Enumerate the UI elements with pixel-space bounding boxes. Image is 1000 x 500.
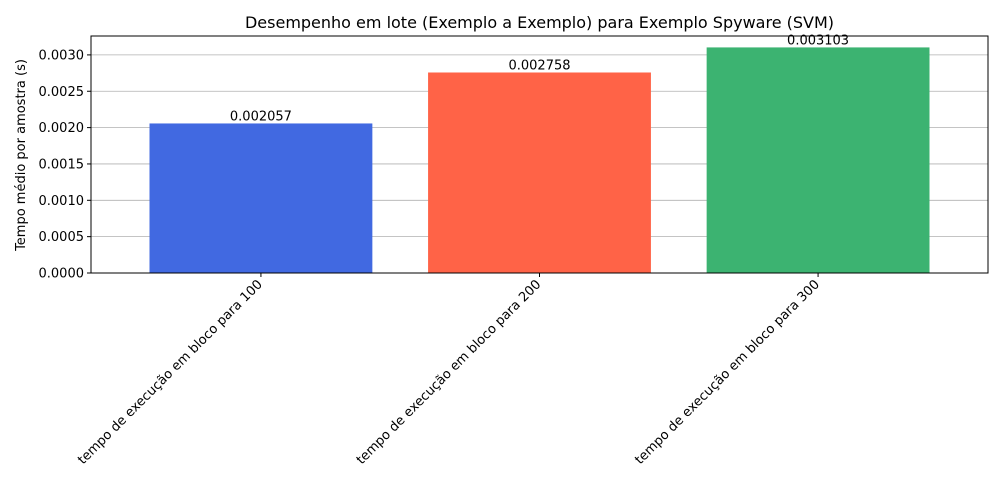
tick-layer: [87, 54, 819, 277]
y-tick-label: 0.0000: [39, 267, 85, 282]
y-tick-label: 0.0015: [39, 157, 85, 172]
chart-title: Desempenho em lote (Exemplo a Exemplo) p…: [245, 13, 834, 32]
x-tick-label: tempo de execução em bloco para 200: [354, 277, 545, 468]
x-tick-label: tempo de execução em bloco para 100: [75, 277, 266, 468]
y-tick-label: 0.0025: [39, 85, 85, 100]
y-tick-label: 0.0020: [39, 121, 85, 136]
bar-value-label: 0.003103: [787, 33, 849, 48]
bar: [149, 123, 373, 273]
bar: [706, 47, 930, 273]
y-tick-label: 0.0030: [39, 48, 85, 63]
bar: [428, 72, 651, 274]
bar-value-label: 0.002758: [508, 58, 570, 73]
bar-layer: [149, 47, 930, 274]
x-tick-label: tempo de execução em bloco para 300: [632, 277, 823, 468]
y-axis-label: Tempo médio por amostra (s): [14, 59, 29, 252]
y-tick-label: 0.0005: [39, 230, 85, 245]
bar-value-label: 0.002057: [230, 109, 292, 124]
y-tick-label: 0.0010: [39, 194, 85, 209]
